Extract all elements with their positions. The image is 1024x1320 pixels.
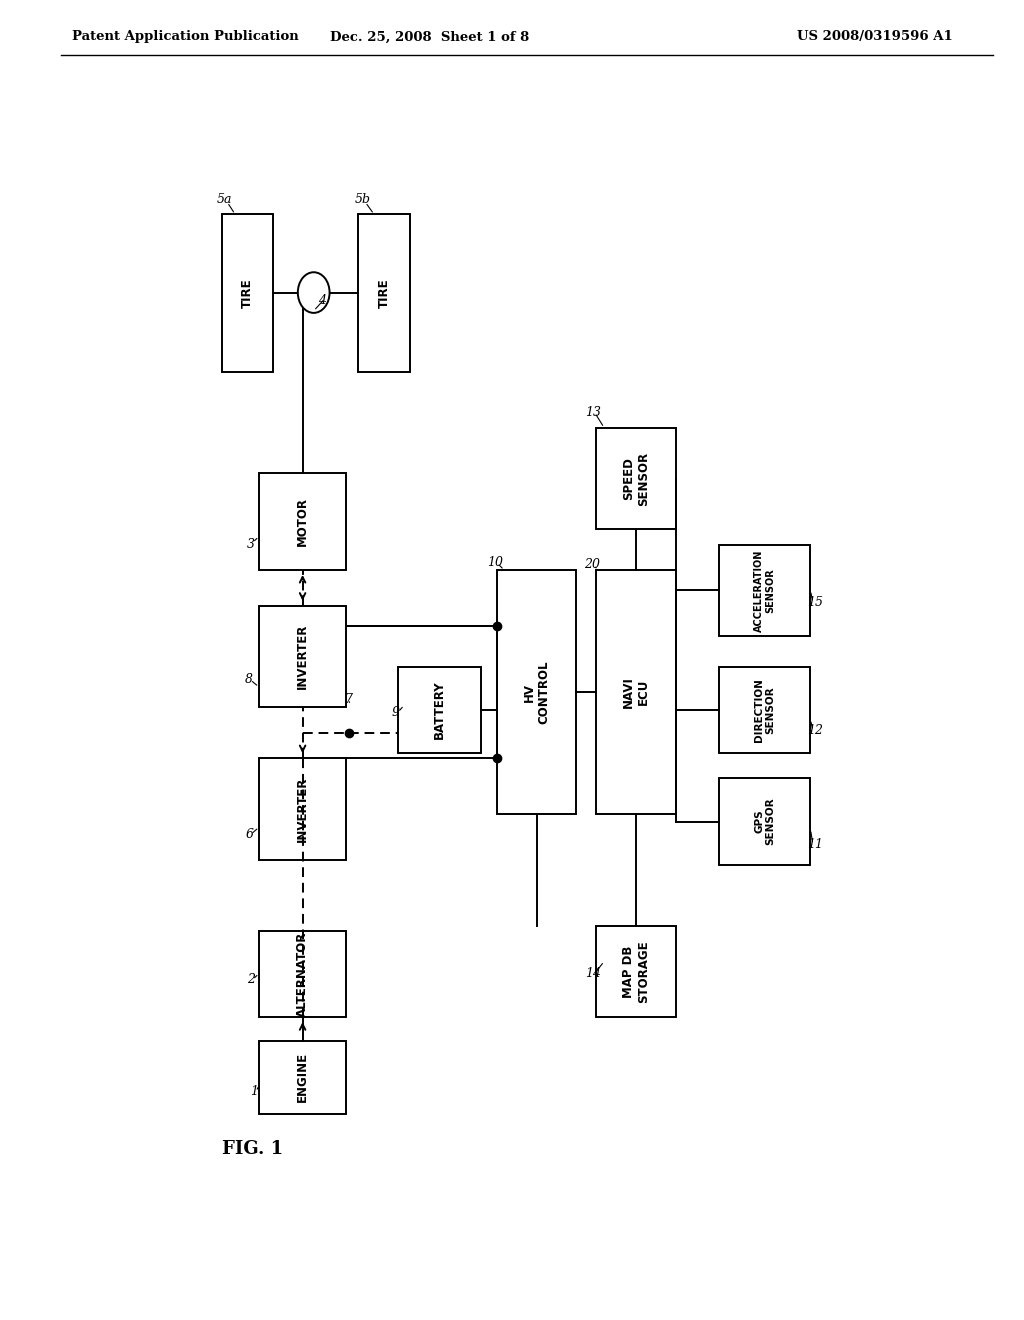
Text: 4: 4 [318, 294, 327, 308]
Text: TIRE: TIRE [378, 279, 390, 308]
Text: GPS
SENSOR: GPS SENSOR [754, 797, 775, 845]
Text: US 2008/0319596 A1: US 2008/0319596 A1 [797, 30, 952, 44]
Bar [259, 1040, 346, 1114]
Bar [596, 925, 676, 1018]
Text: INVERTER: INVERTER [296, 776, 309, 842]
Bar [719, 779, 811, 865]
Text: HV
CONTROL: HV CONTROL [522, 660, 551, 723]
Text: ENGINE: ENGINE [296, 1052, 309, 1102]
Bar [596, 570, 676, 814]
Text: 9: 9 [391, 706, 399, 719]
Text: 6: 6 [246, 828, 253, 841]
Text: 3: 3 [247, 539, 255, 552]
Text: MAP DB
STORAGE: MAP DB STORAGE [622, 940, 650, 1003]
Text: SPEED
SENSOR: SPEED SENSOR [622, 451, 650, 506]
Text: NAVI
ECU: NAVI ECU [622, 676, 650, 708]
Bar [397, 667, 481, 752]
Bar [596, 428, 676, 529]
Bar [259, 931, 346, 1018]
Text: 5a: 5a [217, 193, 232, 206]
Text: 11: 11 [807, 838, 823, 851]
Text: INVERTER: INVERTER [296, 624, 309, 689]
Text: 20: 20 [585, 558, 600, 572]
Text: BATTERY: BATTERY [433, 681, 446, 739]
Bar [221, 214, 273, 372]
Circle shape [298, 272, 330, 313]
Bar [259, 606, 346, 708]
Text: 10: 10 [486, 557, 503, 569]
Text: FIG. 1: FIG. 1 [221, 1140, 283, 1159]
Text: MOTOR: MOTOR [296, 498, 309, 546]
Text: ALTERNATOR: ALTERNATOR [296, 932, 309, 1016]
Text: 2: 2 [247, 973, 255, 986]
Text: 15: 15 [807, 597, 823, 609]
Bar [358, 214, 410, 372]
Text: DIRECTION
SENSOR: DIRECTION SENSOR [754, 678, 775, 742]
Text: 7: 7 [345, 693, 352, 706]
Bar [259, 474, 346, 570]
Text: TIRE: TIRE [241, 279, 254, 308]
Text: 12: 12 [807, 725, 823, 737]
Text: Patent Application Publication: Patent Application Publication [72, 30, 298, 44]
Bar [497, 570, 577, 814]
Text: ACCELERATION
SENSOR: ACCELERATION SENSOR [754, 549, 775, 631]
Bar [719, 667, 811, 752]
Bar [719, 545, 811, 636]
Text: 8: 8 [245, 673, 253, 686]
Text: 13: 13 [585, 407, 601, 418]
Text: 14: 14 [585, 968, 601, 979]
Text: 1: 1 [250, 1085, 258, 1098]
Text: Dec. 25, 2008  Sheet 1 of 8: Dec. 25, 2008 Sheet 1 of 8 [331, 30, 529, 44]
Text: 5b: 5b [355, 193, 371, 206]
Bar [259, 758, 346, 859]
